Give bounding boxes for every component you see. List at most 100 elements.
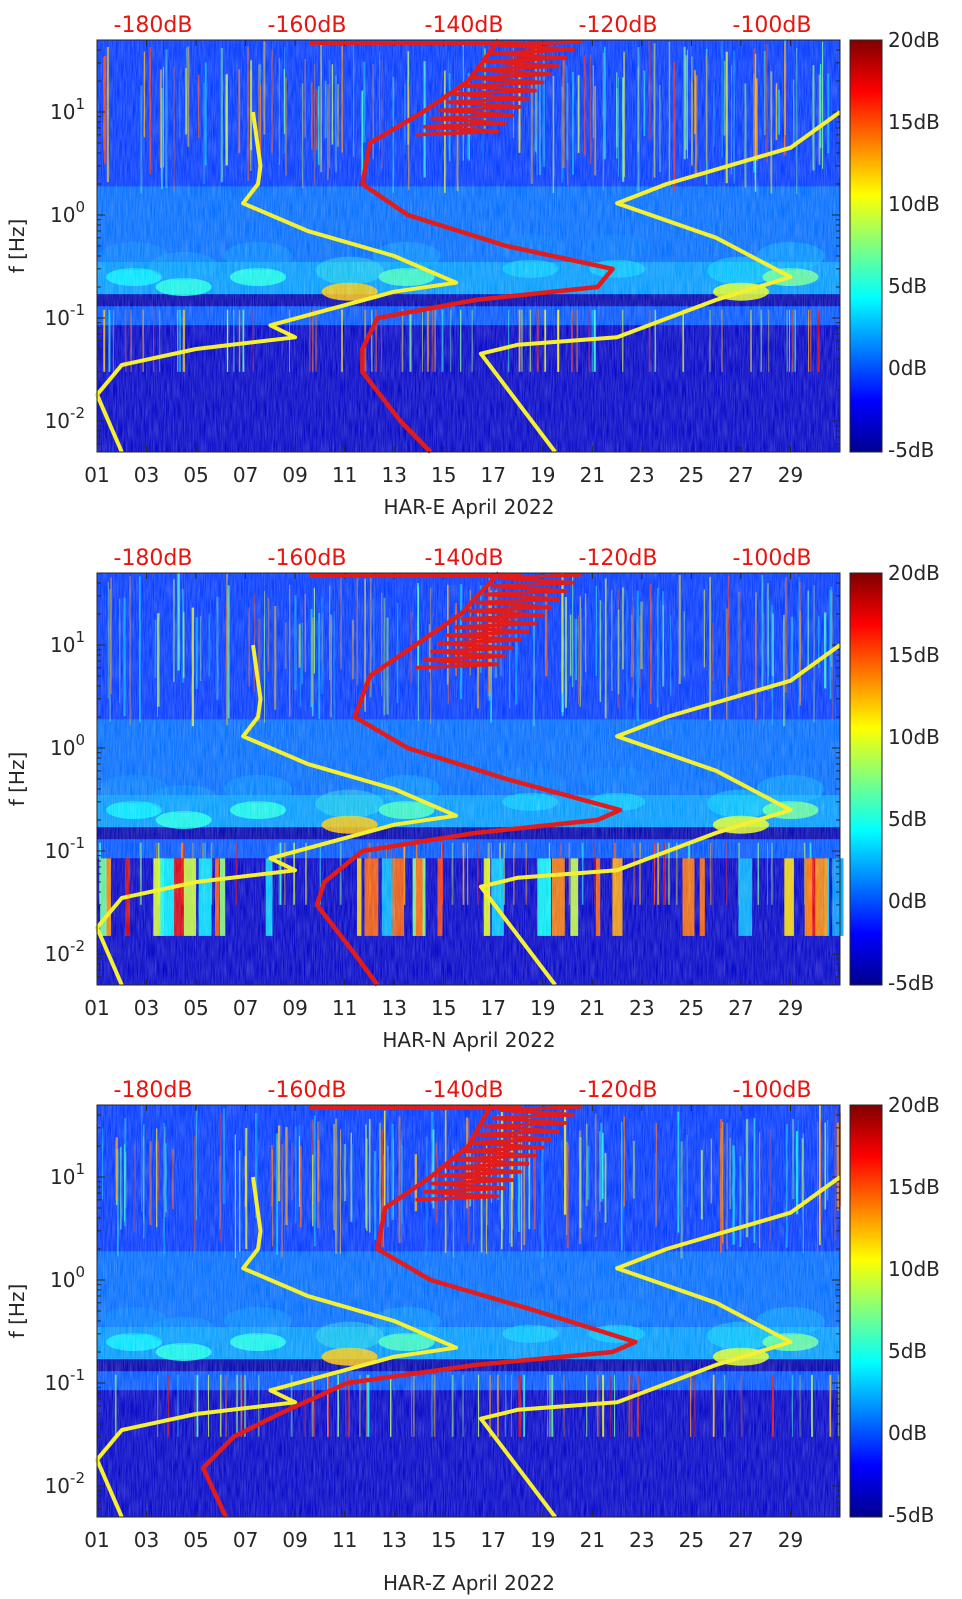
y-tick-label: 100	[50, 198, 85, 227]
x-tick-label: 03	[134, 1528, 159, 1552]
y-tick-exponent: -1	[70, 301, 85, 319]
colorbar-tick-label: 10dB	[888, 725, 940, 749]
x-tick-label: 09	[282, 1528, 307, 1552]
top-tick-label: -120dB	[579, 13, 658, 38]
x-tick-label: 29	[778, 463, 803, 487]
y-tick-base: 10	[50, 1268, 75, 1292]
x-tick-label: 15	[431, 996, 456, 1020]
y-tick-base: 10	[45, 409, 70, 433]
y-tick-base: 10	[45, 942, 70, 966]
colorbar-tick-label: 20dB	[888, 561, 940, 585]
yellow-noise-model-curve	[95, 1176, 459, 1518]
x-axis-label: HAR-Z April 2022	[383, 1571, 555, 1595]
x-tick-label: 15	[431, 463, 456, 487]
x-tick-label: 17	[481, 996, 506, 1020]
x-tick-label: 03	[134, 996, 159, 1020]
y-tick-exponent: 1	[75, 1160, 85, 1178]
colorbar-tick-label: 20dB	[888, 1093, 940, 1117]
y-tick-exponent: 0	[75, 731, 85, 749]
top-tick-label: -120dB	[579, 1078, 658, 1103]
red-psd-curve	[200, 1103, 638, 1518]
red-psd-curve-spread	[415, 39, 583, 137]
x-tick-label: 13	[381, 463, 406, 487]
y-tick-exponent: -1	[70, 834, 85, 852]
plot-frame	[96, 1104, 841, 1518]
x-tick-label: 27	[728, 996, 753, 1020]
colorbar-tick-label: 15dB	[888, 110, 940, 134]
top-tick-label: -100dB	[733, 1078, 812, 1103]
x-tick-label: 15	[431, 1528, 456, 1552]
plot-frame	[96, 39, 841, 453]
top-tick-label: -100dB	[733, 13, 812, 38]
x-tick-label: 07	[233, 1528, 258, 1552]
top-tick-label: -140dB	[425, 546, 504, 571]
colorbar-tick-label: 10dB	[888, 192, 940, 216]
x-tick-label: 17	[481, 1528, 506, 1552]
x-tick-label: 01	[84, 1528, 109, 1552]
top-tick-label: -180dB	[114, 13, 193, 38]
panel-har-e: -180dB -160dB -140dB -120dB -100dB 01 03 0…	[5, 13, 940, 519]
x-tick-label: 09	[282, 463, 307, 487]
colorbar-tick-label: -5dB	[888, 971, 934, 995]
colorbar-tick-label: 5dB	[888, 274, 927, 298]
x-tick-label: 19	[530, 996, 555, 1020]
x-tick-label: 11	[332, 1528, 357, 1552]
colorbar-tick-label: -5dB	[888, 438, 934, 462]
yellow-noise-model-curve	[95, 111, 459, 453]
x-tick-label: 23	[629, 1528, 654, 1552]
top-tick-label: -160dB	[268, 13, 347, 38]
plot-frame	[96, 572, 841, 986]
yellow-noise-model-curve	[95, 644, 459, 986]
colorbar-tick-label: 0dB	[888, 889, 927, 913]
y-tick-label: 10-1	[45, 1366, 85, 1395]
y-tick-label: 100	[50, 1263, 85, 1292]
y-tick-base: 10	[50, 203, 75, 227]
red-psd-curve	[314, 571, 623, 987]
yellow-noise-model-curve	[478, 110, 842, 454]
x-tick-label: 25	[679, 996, 704, 1020]
overlay-curves	[95, 38, 842, 454]
colorbar-tick-label: -5dB	[888, 1503, 934, 1527]
y-tick-base: 10	[50, 1165, 75, 1189]
y-tick-label: 10-1	[45, 834, 85, 863]
x-axis-label: HAR-N April 2022	[382, 1028, 555, 1052]
x-tick-label: 11	[332, 996, 357, 1020]
y-tick-label: 100	[50, 731, 85, 760]
y-tick-exponent: -2	[70, 1469, 85, 1487]
x-tick-label: 27	[728, 1528, 753, 1552]
colorbar	[849, 39, 883, 453]
y-tick-base: 10	[45, 306, 70, 330]
x-tick-label: 05	[183, 463, 208, 487]
y-tick-base: 10	[50, 736, 75, 760]
y-tick-label: 101	[50, 95, 85, 124]
y-tick-base: 10	[50, 100, 75, 124]
y-tick-label: 101	[50, 1160, 85, 1189]
x-tick-label: 13	[381, 996, 406, 1020]
colorbar-tick-label: 15dB	[888, 1175, 940, 1199]
y-tick-base: 10	[45, 1474, 70, 1498]
x-tick-label: 25	[679, 1528, 704, 1552]
x-tick-label: 09	[282, 996, 307, 1020]
x-tick-label: 27	[728, 463, 753, 487]
red-psd-curve-spread	[415, 572, 583, 670]
x-tick-labels: 01 03 05 07 09 11 13 15 17 19 21 23 25 27 29	[84, 573, 803, 1020]
colorbar-tick-label: 10dB	[888, 1257, 940, 1281]
y-tick-exponent: 1	[75, 628, 85, 646]
y-tick-exponent: 0	[75, 1263, 85, 1281]
x-tick-label: 01	[84, 996, 109, 1020]
yellow-noise-model-curve	[478, 643, 842, 987]
colorbar-tick-label: 5dB	[888, 807, 927, 831]
colorbar	[849, 1104, 883, 1518]
colorbar-tick-label: 20dB	[888, 28, 940, 52]
x-tick-label: 21	[580, 1528, 605, 1552]
y-tick-base: 10	[50, 633, 75, 657]
top-tick-label: -120dB	[579, 546, 658, 571]
y-tick-exponent: -1	[70, 1366, 85, 1384]
top-tick-label: -140dB	[425, 13, 504, 38]
top-tick-label: -100dB	[733, 546, 812, 571]
colorbar	[849, 572, 883, 986]
y-axis-label: f [Hz]	[5, 219, 29, 274]
overlay-curves	[95, 1103, 842, 1519]
